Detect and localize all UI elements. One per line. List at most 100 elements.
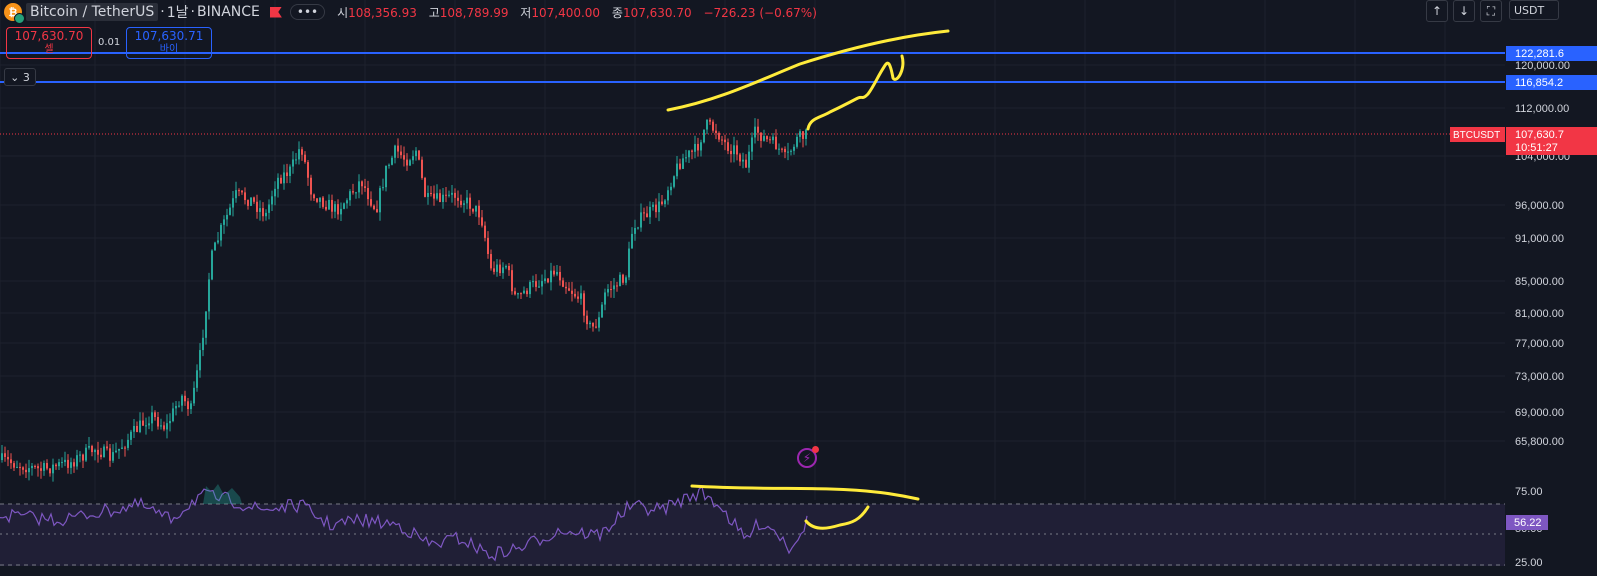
candle-body [130, 431, 132, 440]
flag-icon[interactable] [269, 6, 282, 18]
candle-body [424, 177, 426, 197]
candle-body [73, 462, 75, 467]
svg-text:122,281.6: 122,281.6 [1515, 48, 1564, 60]
candle-body [244, 192, 246, 201]
candle-body [490, 254, 492, 269]
interval[interactable]: 1날 [166, 5, 189, 21]
candle-body [595, 326, 597, 328]
candle-body [175, 405, 177, 409]
lightning-icon[interactable]: ⚡ [797, 446, 819, 468]
candle-body [763, 136, 765, 141]
price-axis-label: 112,000.00 [1515, 103, 1569, 115]
candle-body [55, 464, 57, 467]
candle-body [100, 454, 102, 458]
candle-body [526, 290, 528, 295]
candle-body [445, 194, 447, 196]
rsi-axis-label: 75.00 [1515, 486, 1543, 498]
fullscreen-button[interactable]: ⛶ [1480, 0, 1502, 22]
candle-body [97, 449, 99, 455]
candle-body [757, 126, 759, 133]
candle-body [364, 186, 366, 189]
candle-body [217, 240, 219, 243]
candle-body [769, 139, 771, 141]
candle-body [607, 289, 609, 293]
candle-body [505, 265, 507, 268]
candle-body [307, 162, 309, 178]
candle-body [799, 131, 801, 137]
candle-body [82, 454, 84, 461]
candle-body [568, 288, 570, 291]
candle-body [382, 187, 384, 189]
price-axis[interactable]: 120,000.00112,000.00104,000.0096,000.009… [1515, 60, 1570, 569]
indicators-collapse-button[interactable]: ⌄ 3 [4, 68, 36, 86]
annotation-drawings[interactable] [666, 29, 950, 530]
candle-body [232, 198, 234, 208]
candle-body [160, 425, 162, 427]
candle-body [760, 132, 762, 141]
candle-body [622, 274, 624, 283]
candle-body [394, 145, 396, 158]
candle-body [262, 208, 264, 217]
candle-body [373, 205, 375, 210]
candle-body [565, 286, 567, 289]
rsi-overbought-fill [203, 484, 242, 504]
candle-body [52, 464, 54, 474]
candle-body [118, 448, 120, 451]
candle-body [13, 463, 15, 468]
symbol-name[interactable]: Bitcoin / TetherUS [26, 3, 159, 21]
candle-body [724, 139, 726, 143]
candle-body [637, 227, 639, 229]
candle-body [124, 447, 126, 449]
candle-body [406, 159, 408, 166]
candle-body [292, 159, 294, 167]
candle-body [772, 136, 774, 141]
candle-body [496, 264, 498, 272]
candle-body [301, 149, 303, 155]
currency-select[interactable]: USDT [1509, 0, 1559, 20]
candle-body [619, 274, 621, 287]
candle-body [745, 159, 747, 168]
candle-body [22, 467, 24, 470]
candle-body [778, 148, 780, 150]
candle-body [646, 213, 648, 218]
candle-body [580, 293, 582, 299]
candle-body [508, 265, 510, 271]
candle-body [469, 197, 471, 209]
candle-body [664, 200, 666, 205]
candle-body [592, 322, 594, 327]
sell-button[interactable]: 107,630.70 셀 [6, 27, 92, 59]
candle-body [64, 459, 66, 463]
candle-body [610, 289, 612, 291]
candle-body [550, 270, 552, 283]
candle-body [742, 159, 744, 162]
candle-body [535, 281, 537, 287]
candle-body [601, 304, 603, 318]
candle-body [85, 447, 87, 461]
candle-body [541, 281, 543, 287]
candle-body [94, 449, 96, 453]
candle-body [682, 158, 684, 169]
candle-body [676, 163, 678, 177]
candle-body [49, 468, 51, 474]
candle-body [598, 317, 600, 328]
candle-body [235, 190, 237, 199]
candle-body [544, 278, 546, 282]
candle-body [319, 197, 321, 202]
more-options-button[interactable]: ••• [289, 4, 326, 20]
candle-body [142, 420, 144, 426]
candle-body [634, 228, 636, 234]
candle-body [586, 315, 588, 325]
candle-body [451, 192, 453, 195]
candle-body [7, 456, 9, 460]
candle-body [460, 200, 462, 205]
arrow-down-button[interactable]: ↓ [1453, 0, 1475, 22]
candle-body [475, 205, 477, 212]
candle-body [358, 181, 360, 193]
arrow-up-button[interactable]: ↑ [1426, 0, 1448, 22]
annotation-rsi-top-line [690, 484, 920, 501]
buy-button[interactable]: 107,630.71 바이 [126, 27, 212, 59]
hline-1-tag: 122,281.6 [1506, 46, 1597, 61]
candle-body [574, 293, 576, 297]
candle-body [625, 277, 627, 283]
